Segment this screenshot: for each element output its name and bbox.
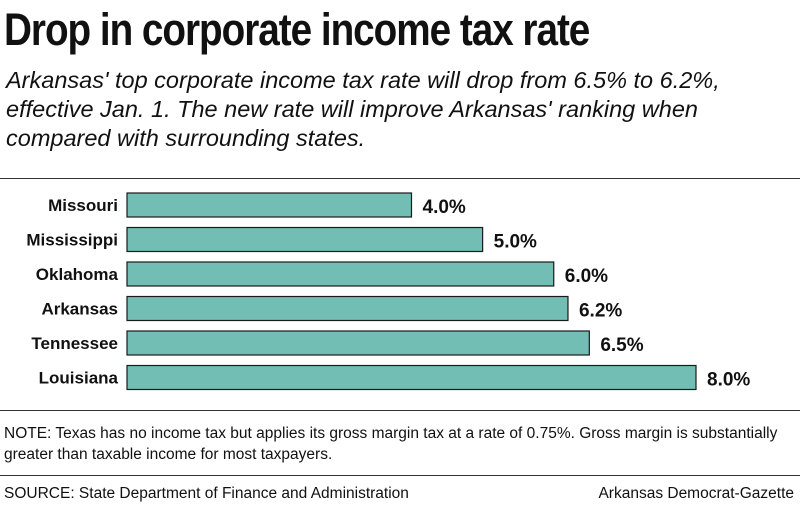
bar (126, 261, 555, 287)
category-label: Arkansas (41, 300, 118, 319)
value-label: 8.0% (707, 370, 750, 391)
category-label: Louisiana (39, 369, 119, 388)
bar (126, 330, 590, 356)
category-label: Missouri (48, 196, 118, 215)
bar (126, 226, 484, 253)
value-label: 6.2% (579, 301, 622, 322)
top-divider (0, 178, 800, 179)
bar (126, 295, 569, 322)
bar-chart: Missouri 4.0% Mississippi 5.0% Oklahoma 6.0% A… (26, 192, 750, 391)
category-label: Oklahoma (36, 265, 119, 284)
chart-title: Drop in corporate income tax rate (4, 4, 590, 55)
chart-subtitle: Arkansas' top corporate income tax rate … (6, 67, 720, 151)
source-text: SOURCE: State Department of Finance and … (4, 485, 409, 502)
value-label: 6.5% (600, 335, 643, 356)
bar (126, 364, 697, 391)
category-label: Mississippi (26, 231, 118, 250)
value-label: 6.0% (565, 266, 608, 287)
value-label: 4.0% (423, 197, 466, 218)
credit-text: Arkansas Democrat-Gazette (598, 485, 794, 502)
middle-divider (0, 410, 800, 411)
bottom-divider (0, 475, 800, 476)
category-label: Tennessee (31, 334, 118, 353)
value-label: 5.0% (494, 232, 537, 253)
bar (126, 192, 413, 218)
note-text: NOTE: Texas has no income tax but applie… (4, 425, 778, 463)
